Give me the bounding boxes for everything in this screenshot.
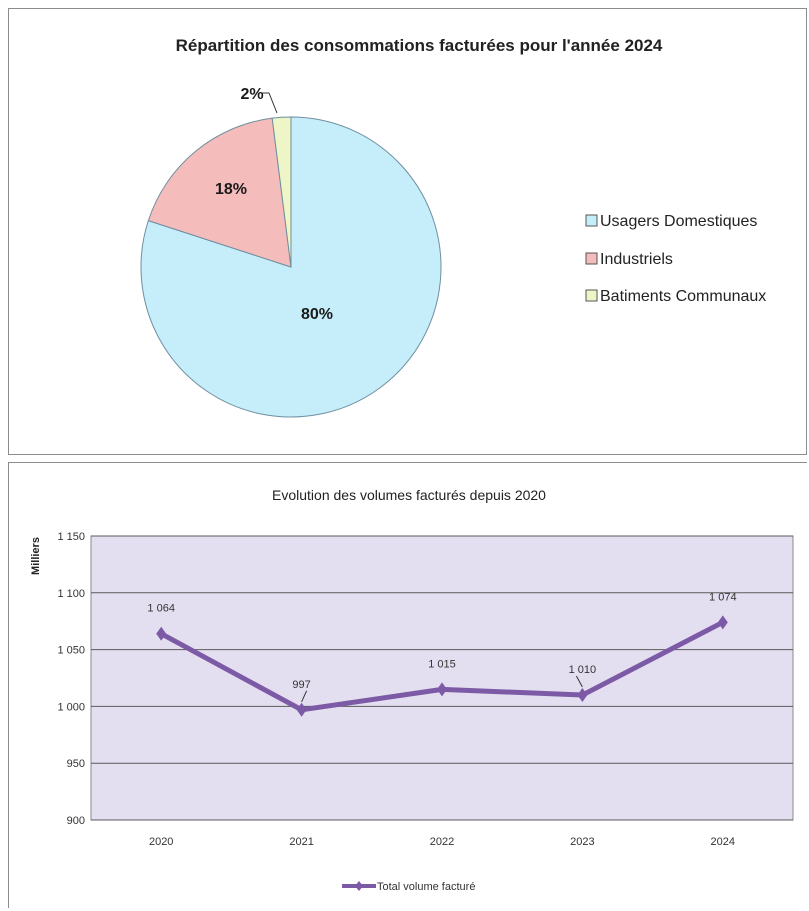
data-label-4: 1 074 (709, 591, 737, 603)
pie-slice-3 (271, 116, 292, 268)
pie-legend-label-3: Batiments Communaux (600, 288, 766, 305)
series-point-1 (296, 702, 307, 717)
data-label-leader-1 (301, 690, 308, 703)
y-tick-label-2: 1 000 (57, 701, 85, 713)
pie-slice-label-2: 18% (215, 181, 247, 198)
x-tick-label-0: 2020 (149, 836, 173, 848)
y-tick-label-4: 1 100 (57, 588, 85, 600)
pie-legend-swatch-3 (585, 289, 598, 302)
y-tick-label-0: 900 (67, 815, 85, 827)
data-label-1: 997 (292, 679, 310, 691)
x-tick-label-2: 2022 (430, 836, 454, 848)
pie-slice-2 (147, 117, 292, 268)
data-label-3: 1 010 (569, 664, 597, 676)
x-tick-label-3: 2023 (570, 836, 594, 848)
line-legend-marker (355, 881, 363, 891)
pie-leader-line (261, 92, 278, 114)
pie-chart-title: Répartition des consommations facturées … (176, 36, 663, 55)
y-axis-label: Milliers (30, 537, 42, 575)
y-tick-label-3: 1 050 (57, 645, 85, 657)
series-point-4 (717, 615, 728, 630)
pie-slice-label-1: 80% (301, 306, 333, 323)
data-label-0: 1 064 (147, 603, 175, 615)
y-tick-label-5: 1 150 (57, 531, 85, 543)
pie-legend-label-1: Usagers Domestiques (600, 213, 757, 230)
plot-area (90, 535, 794, 821)
x-tick-label-1: 2021 (289, 836, 313, 848)
pie-chart-panel: Répartition des consommations facturées … (8, 8, 807, 455)
series-point-3 (577, 688, 588, 703)
pie-legend-label-2: Industriels (600, 251, 673, 268)
pie-legend-swatch-2 (585, 252, 598, 265)
pie-chart: Répartition des consommations facturées … (140, 36, 766, 418)
line-chart-panel: Evolution des volumes facturés depuis 20… (8, 462, 807, 908)
data-label-leader-3 (575, 675, 583, 688)
pie-legend-swatch-1 (585, 214, 598, 227)
line-chart-title: Evolution des volumes facturés depuis 20… (272, 487, 546, 503)
x-tick-label-4: 2024 (711, 836, 735, 848)
series-point-2 (437, 682, 447, 697)
pie-slice-label-3: 2% (240, 86, 263, 103)
line-chart: Evolution des volumes facturés depuis 20… (30, 487, 794, 893)
y-tick-label-1: 950 (67, 758, 85, 770)
data-label-2: 1 015 (428, 658, 456, 670)
line-legend-label: Total volume facturé (377, 881, 475, 893)
series-point-0 (156, 626, 167, 641)
